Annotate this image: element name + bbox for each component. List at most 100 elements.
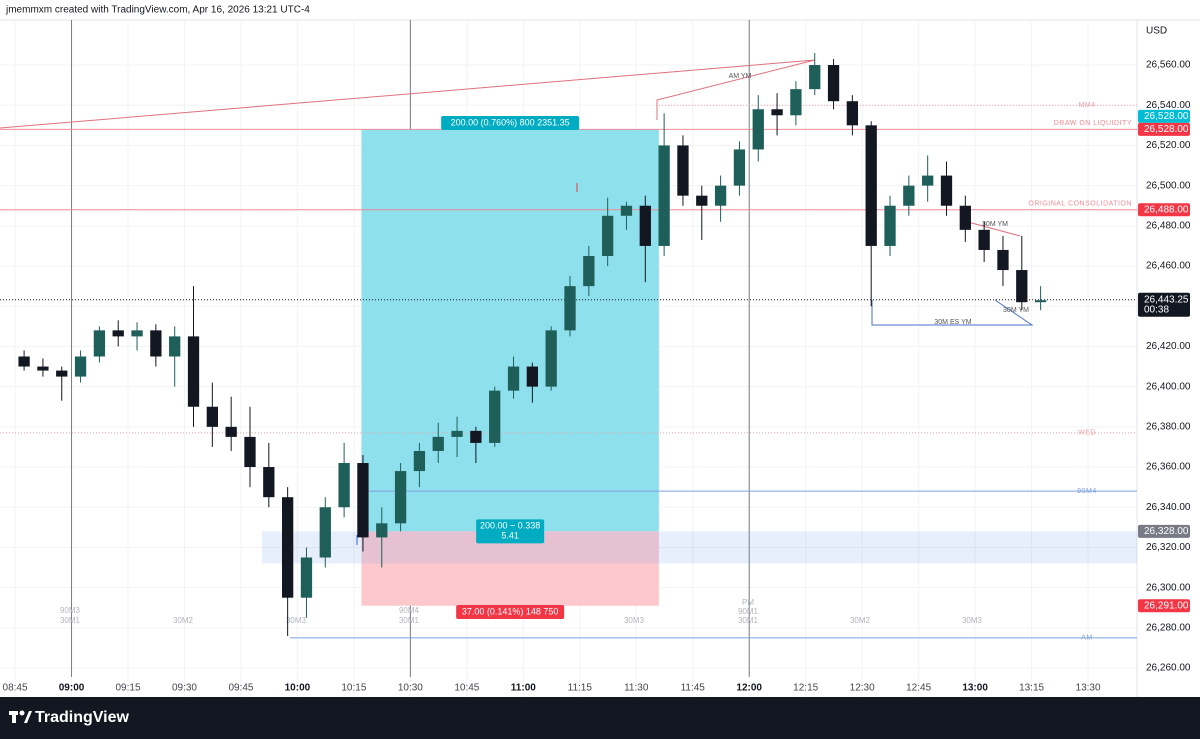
- candle-body: [978, 229, 990, 250]
- candle-body: [903, 185, 915, 206]
- y-tick-label: 26,420.00: [1146, 341, 1191, 352]
- x-tick-label: 09:30: [172, 683, 197, 694]
- candle-body: [56, 370, 68, 377]
- candle-body: [432, 436, 444, 451]
- candle-body: [564, 286, 576, 331]
- x-tick-label: 11:30: [624, 683, 649, 694]
- position-label: 200.00 ~ 0.338: [480, 521, 540, 531]
- candle-body: [187, 336, 200, 407]
- y-tick-label: 26,540.00: [1146, 100, 1191, 111]
- candle-body: [790, 89, 802, 116]
- logo-mark: [19, 710, 25, 716]
- candle-body: [884, 205, 896, 246]
- price-tag-label: 26,291.00: [1144, 600, 1189, 611]
- x-tick-label: 08:45: [3, 683, 28, 694]
- y-tick-label: 26,340.00: [1146, 502, 1191, 513]
- session-label: PM: [742, 598, 754, 607]
- candle-body: [93, 330, 106, 357]
- stop-zone: [361, 531, 659, 606]
- session-label: 30M2: [173, 616, 194, 625]
- candle-body: [470, 430, 482, 443]
- x-tick-label: 12:00: [736, 683, 762, 694]
- session-label: 30M3: [962, 616, 983, 625]
- session-label: 30M3: [624, 616, 645, 625]
- position-label-bg: [476, 519, 545, 544]
- candle-body: [150, 330, 162, 357]
- x-tick-label: 12:30: [850, 683, 875, 694]
- level-label: MM4: [1078, 102, 1095, 109]
- candle-body: [658, 145, 670, 246]
- candle-body: [526, 366, 539, 387]
- currency: USD: [1146, 26, 1167, 37]
- x-tick-label: 09:00: [59, 683, 85, 694]
- price-tag-label: 26,488.00: [1144, 204, 1189, 215]
- candle-body: [131, 330, 143, 337]
- candle-body: [394, 471, 407, 524]
- candle-body: [809, 65, 821, 90]
- candle-body: [112, 330, 124, 337]
- x-tick-label: 10:45: [454, 683, 479, 694]
- session-label: 90M3: [60, 606, 81, 615]
- candle-body: [639, 205, 651, 246]
- candle-body: [620, 205, 633, 216]
- candle-body: [338, 463, 350, 508]
- last-price-label: 26,443.25: [1144, 294, 1189, 305]
- y-tick-label: 26,260.00: [1146, 663, 1191, 674]
- candle-body: [319, 507, 331, 558]
- session-label: 90M4: [399, 606, 420, 615]
- candle-body: [771, 109, 783, 116]
- candle-body: [376, 523, 388, 538]
- y-tick-label: 26,380.00: [1146, 421, 1191, 432]
- candle-body: [74, 356, 87, 377]
- footer-brand: TradingView: [35, 709, 130, 726]
- level-label: 90M4: [1077, 488, 1097, 495]
- position-label: 37.00 (0.141%) 148 750: [462, 606, 559, 616]
- price-tag: [1138, 203, 1190, 217]
- countdown: 00:38: [1144, 304, 1169, 315]
- candle-body: [169, 336, 181, 357]
- candle-body: [413, 450, 426, 472]
- y-tick-label: 26,460.00: [1146, 261, 1191, 272]
- position-label-bg: [456, 605, 565, 619]
- y-tick-label: 26,320.00: [1146, 542, 1191, 553]
- y-tick-label: 26,560.00: [1146, 60, 1191, 71]
- candle-body: [18, 356, 30, 367]
- candle-body: [677, 145, 689, 196]
- candle-body: [281, 497, 294, 598]
- candle-body: [206, 406, 218, 427]
- candle-body: [37, 366, 49, 371]
- candle-body: [696, 195, 708, 206]
- level-label: WED: [1078, 430, 1096, 437]
- price-tag: [1138, 122, 1190, 136]
- x-tick-label: 09:45: [228, 683, 253, 694]
- footer: [0, 697, 1200, 739]
- y-tick-label: 26,480.00: [1146, 220, 1191, 231]
- candle-body: [507, 366, 520, 391]
- logo-mark: [12, 711, 16, 723]
- y-tick-label: 26,500.00: [1146, 180, 1191, 191]
- price-tag: [1138, 109, 1190, 123]
- x-tick-label: 12:15: [793, 683, 818, 694]
- price-tag: [1138, 524, 1190, 538]
- x-tick-label: 10:15: [341, 683, 366, 694]
- session-label: 30M1: [738, 616, 759, 625]
- position-label: 5.41: [501, 531, 519, 541]
- candle-body: [733, 149, 746, 186]
- x-tick-label: 09:15: [115, 683, 140, 694]
- candle-body: [714, 185, 727, 206]
- x-tick-label: 11:15: [568, 683, 593, 694]
- y-tick-label: 26,300.00: [1146, 582, 1191, 593]
- drawing-label: AM YM: [729, 73, 752, 80]
- candle-body: [489, 390, 501, 443]
- candle-body: [752, 109, 764, 150]
- price-tag-label: 26,328.00: [1144, 526, 1189, 537]
- trend-line: [0, 59, 816, 129]
- x-tick-label: 13:30: [1076, 683, 1101, 694]
- candle-body: [940, 175, 953, 206]
- candle-body: [300, 557, 313, 598]
- session-label: 30M1: [60, 616, 81, 625]
- y-tick-label: 26,360.00: [1146, 462, 1191, 473]
- y-tick-label: 26,400.00: [1146, 381, 1191, 392]
- price-tag-label: 26,528.00: [1144, 124, 1189, 135]
